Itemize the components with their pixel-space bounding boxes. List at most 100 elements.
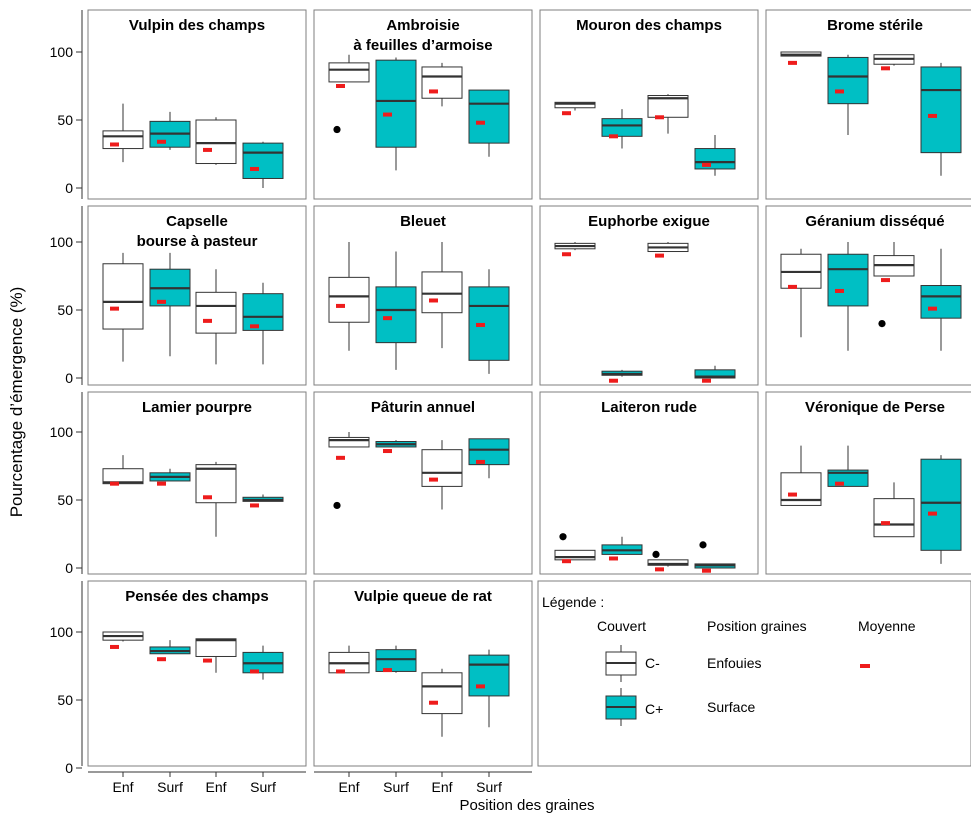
panel-title: Véronique de Perse [805,399,945,416]
legend-moyenne-header: Moyenne [858,618,916,634]
iqr-box [828,254,868,306]
mean-marker [476,460,485,464]
mean-marker [655,115,664,119]
iqr-box [196,120,236,164]
mean-marker [429,89,438,93]
panel-title: Bleuet [400,213,446,230]
mean-marker [476,684,485,688]
y-tick-label: 100 [50,44,74,60]
y-tick-label: 100 [50,234,74,250]
iqr-box [376,650,416,672]
mean-marker [476,121,485,125]
iqr-box [469,287,509,360]
panel-title: Vulpie queue de rat [354,588,492,605]
outlier-point [878,320,885,327]
y-tick-label: 0 [65,560,73,576]
panel-frame [540,206,758,385]
box-surface-c-plus [921,455,961,564]
legend-label-enfouies: Enfouies [707,655,761,671]
legend-position-header: Position graines [707,618,807,634]
panel: Pensée des champs [88,581,306,766]
mean-marker [609,379,618,383]
outlier-point [333,502,340,509]
mean-marker [336,304,345,308]
mean-marker [562,111,571,115]
mean-marker [110,307,119,311]
outlier-point [333,126,340,133]
mean-marker [702,379,711,383]
mean-marker [429,478,438,482]
panel: Bleuet [314,206,532,385]
mean-marker [383,113,392,117]
y-tick-label: 0 [65,180,73,196]
iqr-box [422,673,462,714]
mean-marker [110,142,119,146]
mean-marker [881,278,890,282]
iqr-box [555,550,595,560]
x-tick-label: Enf [431,779,452,795]
x-axis: Enf Surf Enf Surf [88,772,306,795]
panel: Euphorbe exigue [540,206,758,385]
panel: Brome stérile [766,10,971,199]
mean-marker [250,167,259,171]
panel-title: Mouron des champs [576,17,722,34]
mean-marker [928,307,937,311]
panel: Lamier pourpre [88,392,306,574]
mean-marker [203,319,212,323]
panel-title: à feuilles d’armoise [353,37,492,54]
panel: Pâturin annuel [314,392,532,574]
mean-marker [562,252,571,256]
panel-title: Ambroisie [386,17,459,34]
mean-marker [788,61,797,65]
mean-marker [835,89,844,93]
y-axis: 0 50 100 [50,392,82,576]
mean-marker [383,668,392,672]
outlier-point [559,533,566,540]
mean-marker [250,324,259,328]
iqr-box [376,60,416,147]
mean-marker [476,323,485,327]
mean-marker [336,456,345,460]
y-tick-label: 50 [57,112,73,128]
iqr-box [469,655,509,696]
iqr-box [921,459,961,550]
mean-marker [928,114,937,118]
panel-frame [540,392,758,574]
mean-marker [702,569,711,573]
mean-marker [203,148,212,152]
box-surface-c-minus [376,646,416,673]
x-axis-label: Position des graines [459,797,594,814]
panel-title: Pâturin annuel [371,399,475,416]
mean-marker [788,493,797,497]
iqr-box [103,264,143,329]
legend-label-surface: Surface [707,699,755,715]
x-axis: Enf Surf Enf Surf [314,772,532,795]
mean-marker [429,701,438,705]
legend-title: Légende : [542,594,604,610]
x-tick-label: Surf [157,779,183,795]
iqr-box [243,294,283,331]
iqr-box [874,499,914,537]
panel: Laiteron rude [540,392,758,574]
x-tick-label: Surf [383,779,409,795]
mean-marker [250,503,259,507]
iqr-box [422,450,462,487]
mean-marker [609,134,618,138]
x-tick-label: Enf [205,779,226,795]
mean-marker [110,482,119,486]
panel: Ambroisie à feuilles d’armoise [314,10,532,199]
panel-title: Pensée des champs [125,588,268,605]
mean-marker [250,669,259,673]
iqr-box [103,131,143,149]
mean-marker [881,66,890,70]
mean-marker [609,556,618,560]
outlier-point [652,551,659,558]
panel: Mouron des champs [540,10,758,199]
mean-marker [110,645,119,649]
x-tick-label: Surf [250,779,276,795]
panel-title: bourse à pasteur [137,233,258,250]
panel-title: Vulpin des champs [129,17,265,34]
panel-frame [88,581,306,766]
x-tick-label: Enf [338,779,359,795]
y-axis: 0 50 100 [50,581,82,776]
